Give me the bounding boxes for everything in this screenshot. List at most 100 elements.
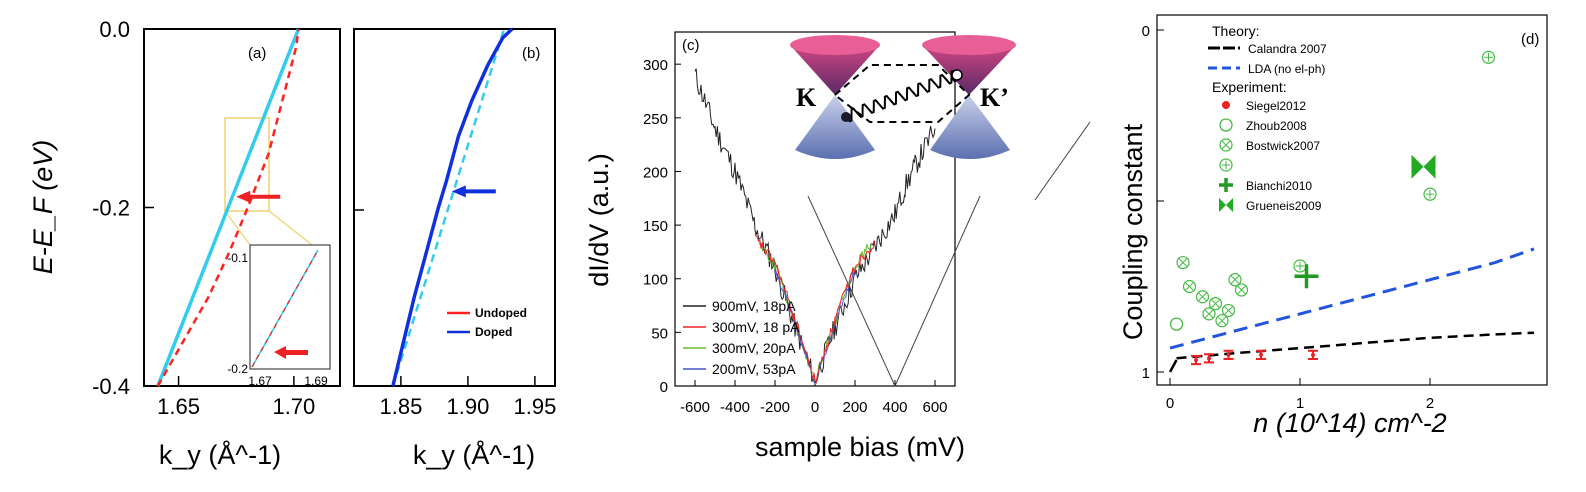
panel-c-guide-line: [807, 195, 896, 387]
marker-cross: [1221, 140, 1231, 150]
x-tick-label: 1.65: [157, 394, 200, 419]
data-point: [1202, 307, 1216, 321]
panel-d-y-axis-label: Coupling constant: [1118, 123, 1148, 340]
y-tick-label: 0: [1142, 23, 1150, 40]
valley-label-k: K: [796, 83, 817, 112]
y-tick-label: 300: [643, 57, 668, 74]
marker-circle: [1169, 317, 1184, 331]
marker-cross: [1198, 292, 1207, 302]
legend-label: 900mV, 18pA: [712, 298, 796, 314]
data-point: [1182, 279, 1197, 294]
marker-bowtie: [1219, 198, 1226, 212]
panel-d-x-ticks: 0 1 2: [1166, 378, 1434, 412]
kink-arrow: [236, 190, 281, 203]
marker-dot: [1222, 101, 1230, 109]
panel-a-inset-frame: [249, 244, 331, 370]
y-tick-label: 150: [643, 218, 668, 235]
panel-b-x-axis-label: k_y (Å^-1): [413, 439, 535, 470]
data-point: [1308, 349, 1318, 361]
cone-kp-top-rim: [922, 35, 1016, 55]
legend-label: 300mV, 20pA: [712, 340, 796, 356]
calandra-theory-line: [1176, 331, 1535, 360]
panel-b-series: [391, 27, 514, 387]
panel-a-y-axis-label: E-E_F (eV): [28, 140, 58, 275]
data-point: [1256, 349, 1266, 361]
panel-c-x-axis-label: sample bias (mV): [755, 432, 965, 462]
x-tick-label: 1: [1296, 395, 1304, 412]
marker-bowtie: [1411, 154, 1424, 179]
legend-label: LDA (no el-ph): [1248, 62, 1325, 76]
panel-b-arrow: [451, 185, 496, 198]
legend-label-undoped: Undoped: [475, 306, 527, 320]
legend-label-doped: Doped: [475, 325, 512, 339]
data-point: [1221, 303, 1236, 318]
x-tick-label: -200: [760, 399, 790, 416]
valley-label-kprime: K’: [980, 83, 1009, 112]
marker-circle: [1202, 307, 1216, 321]
panel-c-x-ticks: -600 -400 -200 0 200 400 600: [680, 380, 948, 416]
panel-a-arrow: [236, 190, 281, 203]
x-tick-label: 200: [842, 399, 867, 416]
data-point: [1219, 118, 1233, 132]
marker-circle: [1481, 50, 1496, 64]
x-tick-label: 1.90: [446, 394, 489, 419]
marker-circle: [1423, 187, 1437, 201]
marker-cross: [1237, 285, 1246, 295]
panel-a-x-axis-label: k_y (Å^-1): [159, 439, 281, 470]
marker-cross: [1185, 282, 1194, 291]
y-tick-label: 200: [643, 164, 668, 181]
panel-d-legend: Theory: Calandra 2007 LDA (no el-ph) Experi…: [1208, 23, 1327, 213]
panel-b-x-ticks: 1.85 1.90 1.95: [379, 376, 556, 419]
panel-b: (b) 1.85 1.90 1.95 k_y (Å^-1) Undoped Dope…: [353, 27, 556, 470]
panel-c-y-axis-label: dI/dV (a.u.): [584, 153, 614, 287]
data-point: [1191, 354, 1201, 366]
legend-header: Theory:: [1212, 23, 1259, 39]
legend-label: 300mV, 18 pA: [712, 319, 800, 335]
marker-dot: [1259, 352, 1263, 357]
marker-circle: [1219, 158, 1233, 172]
panel-a-zoom-connector: [268, 210, 313, 246]
data-point: [1219, 198, 1233, 212]
legend-label: Bostwick2007: [1246, 139, 1320, 153]
marker-cross: [1224, 306, 1233, 315]
legend-label: Grueneis2009: [1246, 199, 1322, 213]
cone-k-top-rim: [790, 35, 880, 55]
panel-a-inset: -0.1 -0.2 1.67 1.69: [227, 244, 331, 388]
marker-dot: [1226, 352, 1231, 357]
x-tick-label: 1.95: [513, 394, 556, 419]
bare-band-line: [391, 28, 506, 387]
doped-dispersion-line: [391, 27, 514, 387]
marker-dot: [1311, 352, 1315, 357]
y-tick-label: 50: [651, 325, 668, 342]
legend-header: Experiment:: [1212, 79, 1287, 95]
scattering-wave: [845, 69, 958, 123]
data-point: [1228, 273, 1242, 287]
marker-bowtie: [1226, 198, 1233, 212]
panel-d-frame: [1156, 14, 1548, 386]
panel-c-legend: 900mV, 18pA 300mV, 18 pA 300mV, 20pA 200mV,…: [683, 298, 800, 377]
panel-b-legend: Undoped Doped: [447, 306, 527, 339]
data-point: [1294, 264, 1319, 289]
marker-circle: [1176, 255, 1190, 270]
x-tick-label: 400: [882, 399, 907, 416]
data-point: [1223, 349, 1234, 361]
marker-cross: [1211, 299, 1220, 308]
electron-dot: [841, 112, 851, 122]
marker-circle: [1234, 283, 1249, 297]
data-point: [1219, 158, 1233, 172]
panel-a-inset-arrow: [274, 346, 308, 359]
didv-spectrum-line: [754, 233, 876, 385]
data-point: [1481, 50, 1496, 64]
marker-cross: [1204, 309, 1214, 319]
marker-circle: [1182, 279, 1197, 294]
marker-cross: [1217, 316, 1227, 325]
marker-circle: [1228, 273, 1242, 287]
panel-b-frame: [353, 28, 556, 387]
bare-band-line: [156, 28, 301, 387]
panel-a-series: [156, 28, 301, 387]
marker-cross: [1178, 258, 1188, 267]
data-point: [1293, 259, 1307, 273]
x-tick-label: 1.85: [379, 394, 422, 419]
